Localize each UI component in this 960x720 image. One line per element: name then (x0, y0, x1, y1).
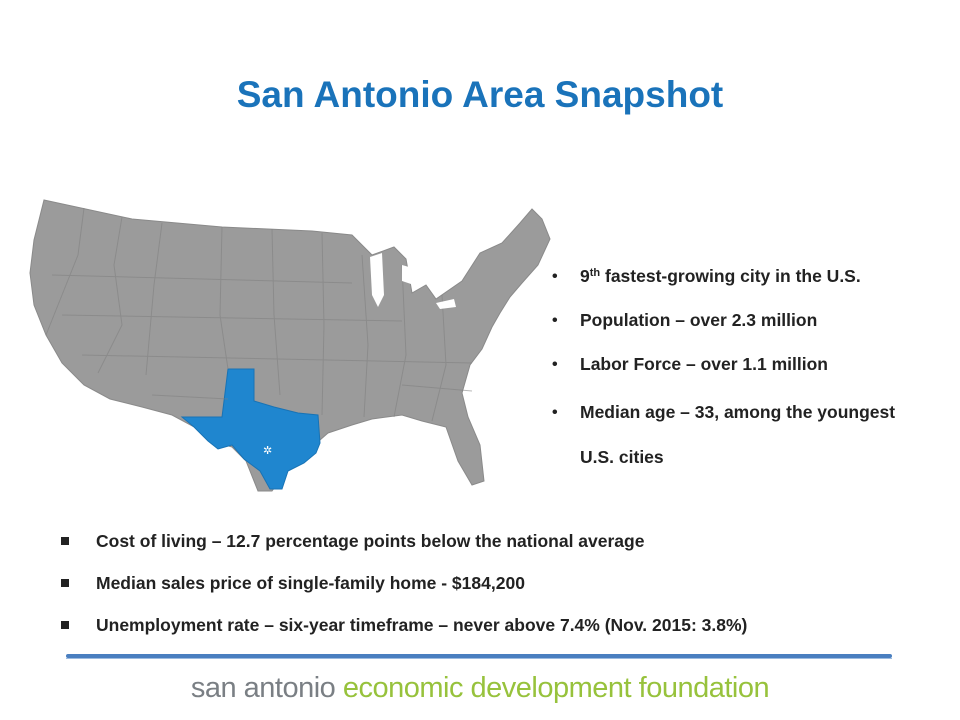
great-lakes (370, 253, 456, 309)
footer-logo: san antonio economic development foundat… (0, 672, 960, 705)
footer-logo-part2: economic development foundation (342, 672, 770, 704)
list-item: Labor Force – over 1.1 million (552, 346, 932, 383)
list-item: 9th fastest-growing city in the U.S. (552, 258, 932, 295)
footer-divider-shadow (66, 658, 892, 659)
list-item: Unemployment rate – six-year timeframe –… (58, 606, 938, 648)
texas-shape (180, 368, 321, 490)
footer-logo-part1: san antonio (190, 672, 343, 704)
page-title: San Antonio Area Snapshot (236, 74, 724, 115)
list-item: Median sales price of single-family home… (58, 564, 938, 606)
list-item: Population – over 2.3 million (552, 302, 932, 339)
footer-divider (66, 654, 892, 658)
us-states-shape (29, 199, 551, 492)
list-item: Cost of living – 12.7 percentage points … (58, 522, 938, 564)
state-borders (45, 207, 473, 422)
highlights-list: 9th fastest-growing city in the U.S. Pop… (552, 258, 932, 487)
san-antonio-star: ✲ (263, 444, 272, 457)
facts-list: Cost of living – 12.7 percentage points … (58, 522, 938, 648)
list-item: Median age – 33, among the youngest U.S.… (552, 390, 932, 480)
us-map-texas-highlighted: ✲ (29, 199, 551, 492)
